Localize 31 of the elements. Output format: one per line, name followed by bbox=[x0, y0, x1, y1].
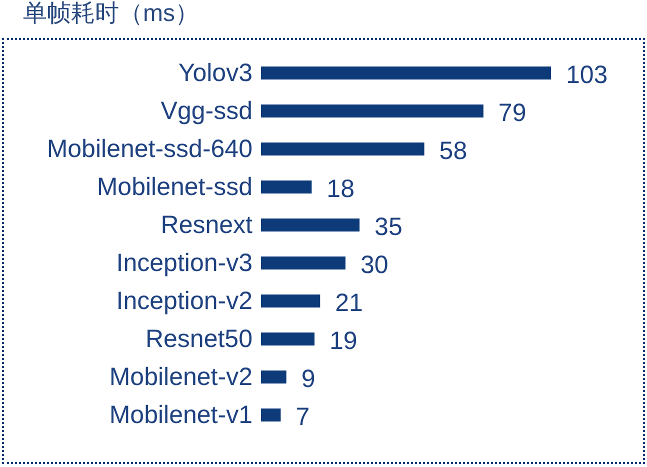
data-label: 19 bbox=[329, 327, 358, 355]
bar bbox=[261, 66, 551, 80]
data-label: 58 bbox=[439, 137, 468, 165]
bar bbox=[261, 332, 314, 346]
bar bbox=[261, 104, 484, 118]
chart-title: 单帧耗时（ms） bbox=[23, 0, 199, 27]
data-label: 7 bbox=[296, 403, 310, 431]
bar bbox=[261, 294, 320, 308]
y-tick-label: Mobilenet-ssd bbox=[96, 173, 252, 201]
bar bbox=[261, 180, 312, 194]
y-tick-label: Mobilenet-ssd-640 bbox=[46, 135, 252, 163]
y-tick-label: Yolov3 bbox=[178, 59, 252, 87]
data-label: 9 bbox=[301, 365, 316, 393]
data-label: 103 bbox=[566, 61, 608, 89]
y-tick-label: Mobilenet-v2 bbox=[109, 363, 252, 391]
y-tick-label: Vgg-ssd bbox=[160, 97, 252, 125]
y-tick-label: Inception-v2 bbox=[116, 287, 252, 315]
bar bbox=[261, 408, 281, 422]
bar bbox=[261, 256, 346, 270]
data-label: 35 bbox=[374, 213, 402, 241]
data-label: 30 bbox=[360, 251, 388, 279]
y-tick-label: Inception-v3 bbox=[116, 249, 252, 277]
y-tick-label: Resnet50 bbox=[145, 325, 252, 353]
y-tick-label: Resnext bbox=[160, 211, 253, 239]
data-label: 18 bbox=[326, 175, 354, 203]
bar bbox=[261, 218, 360, 232]
data-label: 79 bbox=[498, 99, 526, 127]
data-label: 21 bbox=[335, 289, 363, 317]
bar bbox=[261, 370, 286, 384]
bar bbox=[261, 142, 424, 156]
y-tick-label: Mobilenet-v1 bbox=[109, 401, 252, 429]
